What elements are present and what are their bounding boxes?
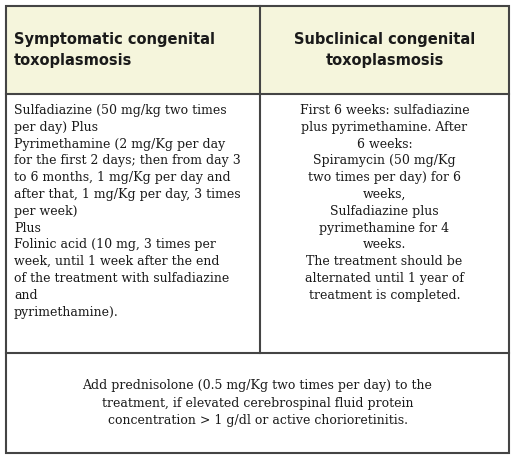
Text: Add prednisolone (0.5 mg/Kg two times per day) to the
treatment, if elevated cer: Add prednisolone (0.5 mg/Kg two times pe… (82, 379, 433, 427)
Text: Symptomatic congenital
toxoplasmosis: Symptomatic congenital toxoplasmosis (14, 32, 215, 68)
Text: First 6 weeks: sulfadiazine
plus pyrimethamine. After
6 weeks:
Spiramycin (50 mg: First 6 weeks: sulfadiazine plus pyrimet… (300, 104, 469, 302)
Bar (6, 94, 509, 353)
Bar (6, 353, 509, 453)
Bar (6, 6, 509, 94)
Text: Sulfadiazine (50 mg/kg two times
per day) Plus
Pyrimethamine (2 mg/Kg per day
fo: Sulfadiazine (50 mg/kg two times per day… (14, 104, 241, 319)
Text: Subclinical congenital
toxoplasmosis: Subclinical congenital toxoplasmosis (294, 32, 475, 68)
